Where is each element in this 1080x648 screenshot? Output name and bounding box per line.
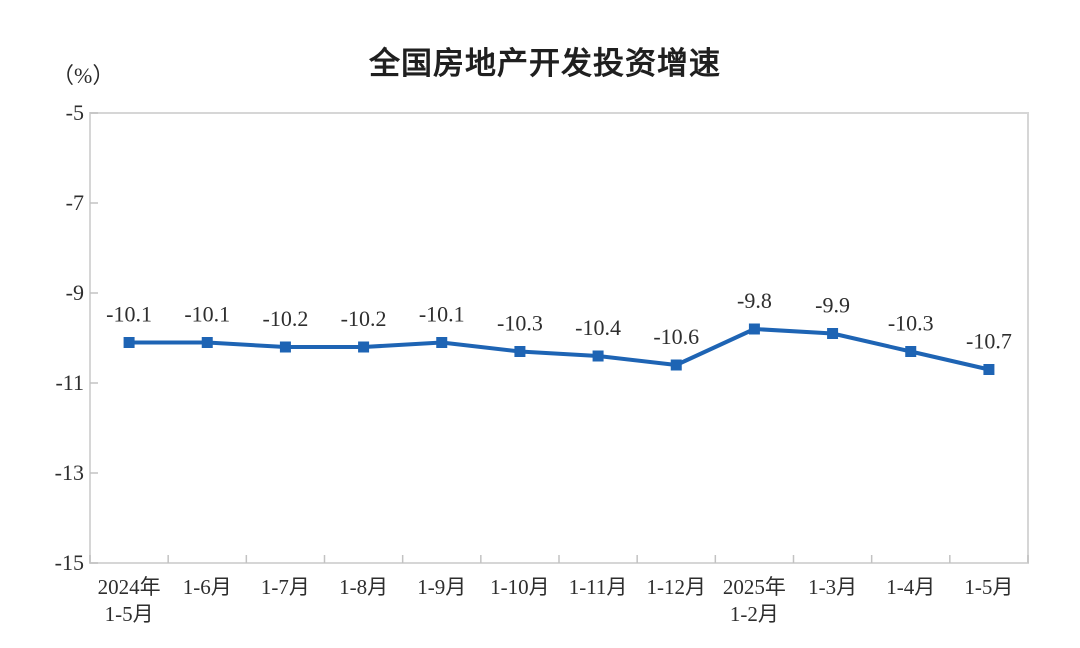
data-point-marker (436, 337, 448, 348)
data-point-marker (748, 323, 760, 335)
data-point-label: -10.3 (497, 311, 543, 336)
data-point-label: -10.7 (966, 329, 1012, 354)
data-point-label: -9.8 (737, 288, 772, 313)
x-axis-tick-label: 1-2月 (730, 602, 779, 626)
x-axis-tick-label: 2024年 (98, 575, 161, 599)
x-axis-tick-label: 1-5月 (105, 602, 154, 626)
x-axis-tick-label: 1-5月 (964, 575, 1013, 599)
y-axis-tick-label: -5 (66, 100, 84, 125)
data-point-label: -9.9 (815, 293, 850, 318)
data-point-label: -10.1 (106, 302, 152, 327)
y-axis-tick-label: -9 (66, 280, 84, 305)
data-point-marker (905, 346, 917, 357)
x-axis-tick-label: 1-9月 (417, 575, 466, 599)
data-point-label: -10.6 (653, 324, 699, 349)
x-axis-tick-label: 1-6月 (183, 575, 232, 599)
x-axis-tick-label: 2025年 (723, 575, 786, 599)
y-axis-tick-label: -13 (55, 460, 84, 485)
data-point-marker (514, 346, 526, 357)
series-line (129, 327, 990, 372)
data-point-marker (201, 337, 213, 348)
x-axis-tick-label: 1-10月 (490, 575, 550, 599)
x-axis-tick-label: 1-8月 (339, 575, 388, 599)
data-point-label: -10.4 (575, 315, 621, 340)
data-point-label: -10.3 (888, 311, 934, 336)
data-point-marker (123, 337, 135, 348)
data-point-marker (670, 359, 682, 371)
data-point-marker (279, 341, 291, 353)
y-axis-tick-label: -15 (55, 550, 84, 575)
x-axis-tick-label: 1-7月 (261, 575, 310, 599)
x-axis-tick-label: 1-11月 (569, 575, 628, 599)
data-point-label: -10.2 (341, 306, 387, 331)
data-point-marker (983, 364, 995, 375)
y-axis-tick-label: -11 (55, 370, 84, 395)
y-axis-unit-label: （%） (52, 63, 115, 88)
data-point-marker (827, 328, 839, 339)
y-axis-tick-label: -7 (66, 190, 84, 215)
data-point-label: -10.2 (263, 306, 309, 331)
chart-title: 全国房地产开发投资增速 (369, 46, 721, 81)
x-axis-tick-label: 1-4月 (886, 575, 935, 599)
data-point-label: -10.1 (184, 302, 230, 327)
x-axis-tick-label: 1-12月 (647, 575, 707, 599)
plot-border (89, 112, 1029, 564)
x-axis-tick-label: 1-3月 (808, 575, 857, 599)
data-point-marker (592, 350, 604, 362)
data-point-marker (358, 341, 370, 353)
data-point-label: -10.1 (419, 302, 465, 327)
